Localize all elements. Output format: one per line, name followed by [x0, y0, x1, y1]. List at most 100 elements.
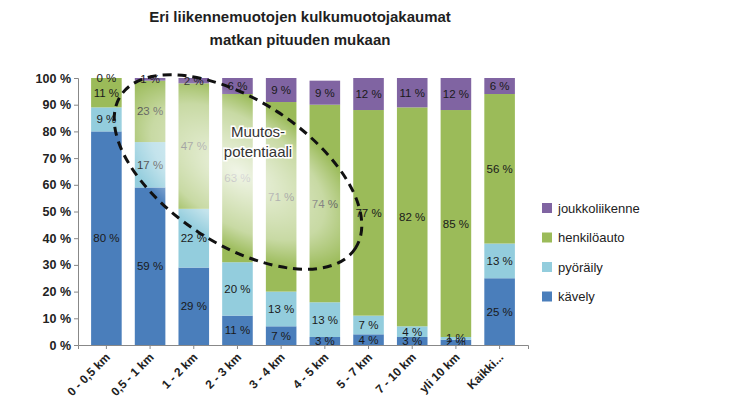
bar-segment	[441, 78, 472, 110]
data-label: 1 %	[446, 332, 466, 344]
y-tick: 100 %	[36, 72, 78, 86]
y-tick-mark	[74, 131, 78, 132]
legend-label: joukkoliikenne	[557, 201, 640, 216]
title-group: Eri liikennemuotojen kulkumuotojakaumat m…	[149, 8, 451, 48]
y-tick: 90 %	[43, 98, 79, 112]
bar-segment	[91, 131, 122, 345]
bar-segment	[484, 94, 515, 244]
bar-segment	[222, 262, 253, 315]
y-tick-mark	[74, 158, 78, 159]
bar-segment	[441, 110, 472, 337]
y-axis: 0 %10 %20 %30 %40 %50 %60 %70 %80 %90 %1…	[36, 72, 79, 353]
y-tick: 30 %	[43, 258, 79, 272]
title: Eri liikennemuotojen kulkumuotojakaumat	[149, 8, 451, 25]
x-tick: 3 - 4 km	[246, 345, 288, 392]
bar-segment	[353, 316, 384, 335]
legend-swatch	[542, 203, 552, 213]
legend-item: kävely	[542, 289, 595, 304]
bar-segment	[353, 334, 384, 345]
x-tick-mark	[368, 345, 369, 349]
annotation: Muutos-potentiaali	[81, 35, 394, 308]
bar-segment	[266, 326, 297, 345]
x-tick-mark	[455, 345, 456, 349]
bar-segment	[266, 292, 297, 327]
y-tick-label: 10 %	[43, 312, 72, 326]
x-tick-label: 1 - 2 km	[159, 350, 201, 392]
data-label: 4 %	[359, 334, 379, 346]
legend-item: henkilöauto	[542, 230, 625, 245]
y-tick-mark	[74, 212, 78, 213]
data-label: 12 %	[355, 88, 381, 100]
title: matkan pituuden mukaan	[210, 31, 391, 48]
y-tick-mark	[74, 318, 78, 319]
bar-segment	[484, 78, 515, 94]
bar-segment	[178, 268, 209, 345]
legend-label: pyöräily	[558, 260, 603, 275]
legend-item: pyöräily	[542, 260, 603, 275]
data-label: 59 %	[137, 260, 163, 272]
y-tick: 70 %	[43, 152, 79, 166]
y-tick-label: 80 %	[43, 125, 72, 139]
legend-swatch	[542, 262, 552, 272]
x-axis: 0 - 0,5 km0,5 - 1 km1 - 2 km2 - 3 km3 - …	[64, 345, 528, 399]
x-tick-label: Kaikki...	[464, 350, 506, 392]
bar-segment	[135, 187, 166, 345]
data-label: 85 %	[443, 218, 469, 230]
data-label: 13 %	[312, 314, 338, 326]
y-tick-label: 0 %	[49, 339, 71, 353]
y-tick-label: 70 %	[43, 152, 72, 166]
y-tick-mark	[74, 238, 78, 239]
y-tick-mark	[74, 185, 78, 186]
x-tick-label: 5 - 7 km	[334, 350, 376, 392]
annotation-text: potentiaali	[224, 143, 292, 160]
legend-swatch	[542, 233, 552, 243]
data-label: 11 %	[225, 324, 250, 336]
y-tick-mark	[74, 292, 78, 293]
legend: joukkoliikenne henkilöauto pyöräily kävely	[542, 201, 640, 304]
data-label: 11 %	[94, 87, 119, 99]
bar-segment	[484, 244, 515, 279]
y-tick: 0 %	[49, 339, 78, 353]
x-tick-label: yli 10 km	[417, 350, 463, 396]
x-tick-mark	[324, 345, 325, 349]
x-tick-label: 0 - 0,5 km	[64, 350, 113, 399]
data-label: 12 %	[443, 88, 469, 100]
x-tick: 5 - 7 km	[334, 345, 376, 392]
bar-segment	[353, 78, 384, 110]
legend-item: joukkoliikenne	[542, 201, 640, 216]
x-tick-label: 3 - 4 km	[246, 350, 288, 392]
data-label: 13 %	[486, 255, 512, 267]
data-label: 6 %	[490, 80, 510, 92]
x-axis-line	[79, 346, 529, 350]
data-label: 0 %	[96, 72, 116, 84]
data-label: 9 %	[271, 84, 291, 96]
x-tick-label: 2 - 3 km	[203, 350, 245, 392]
x-tick-mark	[150, 345, 151, 349]
x-tick-label: 4 - 5 km	[290, 350, 332, 392]
x-tick-mark	[499, 345, 500, 349]
data-label: 82 %	[399, 211, 425, 223]
legend-label: kävely	[558, 289, 595, 304]
data-label: 29 %	[181, 300, 207, 312]
y-tick: 40 %	[43, 232, 79, 246]
x-tick-mark	[412, 345, 413, 349]
data-label: 13 %	[268, 303, 294, 315]
y-tick: 80 %	[43, 125, 79, 139]
x-tick: 0 - 0,5 km	[64, 345, 113, 399]
x-tick: yli 10 km	[417, 345, 463, 396]
x-tick: 4 - 5 km	[290, 345, 332, 392]
bar-segment	[484, 278, 515, 345]
y-tick-label: 20 %	[43, 285, 72, 299]
x-tick-mark	[193, 345, 194, 349]
bar-segment	[397, 326, 428, 337]
x-tick-label: 7 - 10 km	[373, 350, 419, 396]
x-tick: 7 - 10 km	[373, 345, 419, 396]
y-tick-mark	[74, 78, 78, 79]
annotation-text: Muutos-	[231, 123, 285, 140]
y-tick-mark	[74, 345, 78, 346]
data-label: 25 %	[486, 306, 512, 318]
bar-segment	[397, 78, 428, 107]
data-label: 56 %	[486, 163, 512, 175]
y-tick-label: 90 %	[43, 98, 72, 112]
data-label: 7 %	[359, 319, 379, 331]
